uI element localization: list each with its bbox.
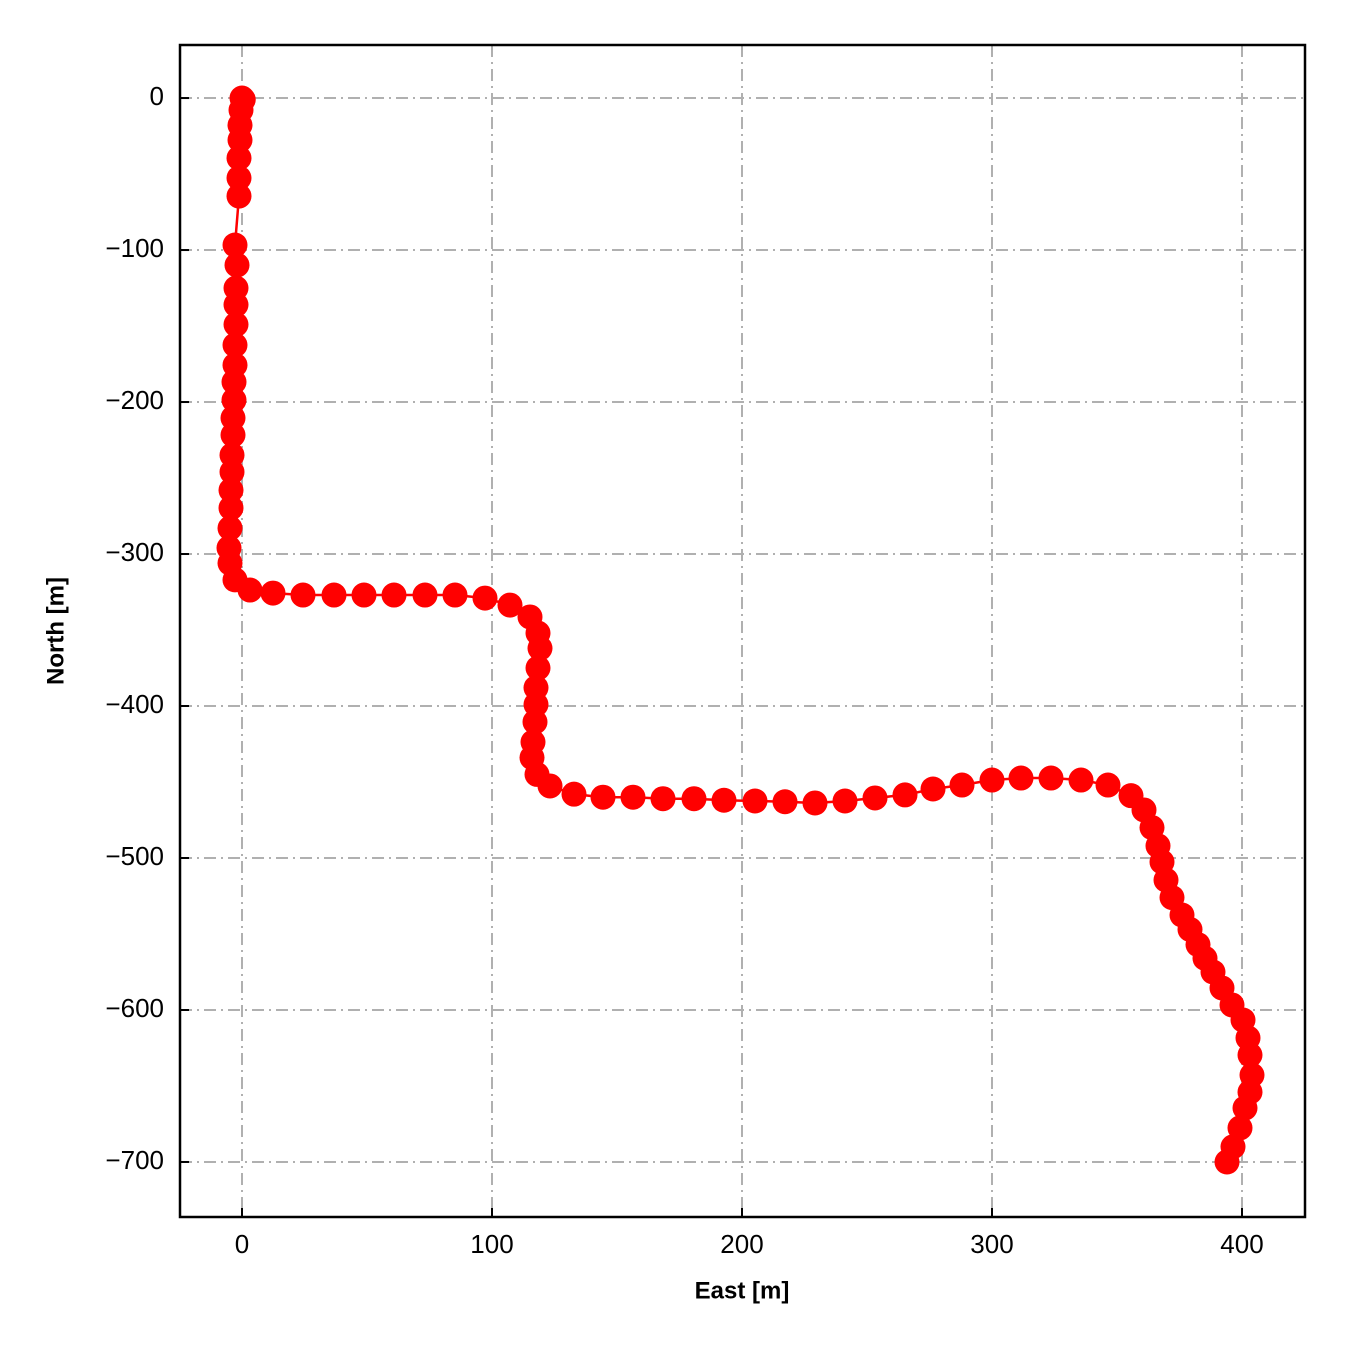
y-tick-label: −300 [105, 537, 164, 567]
track-point [525, 655, 551, 681]
y-tick-label: −500 [105, 841, 164, 871]
track-point [772, 789, 798, 815]
track-point [1227, 1115, 1253, 1141]
y-tick-label: 0 [150, 81, 164, 111]
track-point [1232, 1095, 1258, 1121]
x-axis-label: East [m] [695, 1277, 790, 1304]
track-point [920, 776, 946, 802]
track-point [1214, 1149, 1240, 1175]
track-point [802, 790, 828, 816]
track-point [226, 145, 252, 171]
track-point [221, 369, 247, 395]
track-point [226, 183, 252, 209]
track-point [1095, 772, 1121, 798]
track-point [223, 292, 249, 318]
track-point [892, 782, 918, 808]
y-tick-label: −700 [105, 1145, 164, 1175]
track-point [1038, 765, 1064, 791]
y-tick-label: −600 [105, 993, 164, 1023]
track-point [351, 582, 377, 608]
track-point [681, 786, 707, 812]
x-tick-label: 200 [720, 1229, 763, 1259]
x-tick-label: 400 [1220, 1229, 1263, 1259]
track-point [527, 635, 553, 661]
track-point [222, 332, 248, 358]
track-point [561, 781, 587, 807]
track-point [217, 515, 243, 541]
x-tick-label: 0 [235, 1229, 249, 1259]
track-point [219, 459, 245, 485]
track-point [711, 787, 737, 813]
track-point [620, 784, 646, 810]
track-point [223, 312, 249, 338]
track-point [650, 786, 676, 812]
track-point [442, 582, 468, 608]
plot-frame [178, 43, 1307, 1219]
track-point [949, 772, 975, 798]
track-point [220, 422, 246, 448]
x-tick-label: 300 [970, 1229, 1013, 1259]
track-point [590, 784, 616, 810]
track-point [1008, 765, 1034, 791]
y-tick-label: −100 [105, 233, 164, 263]
track-point [218, 477, 244, 503]
track-point [321, 582, 347, 608]
track-point [537, 773, 563, 799]
x-tick-label: 100 [470, 1229, 513, 1259]
y-tick-label: −400 [105, 689, 164, 719]
track-point [290, 582, 316, 608]
track-point [221, 387, 247, 413]
track-point [862, 785, 888, 811]
track-point [979, 767, 1005, 793]
track-point [832, 788, 858, 814]
track-point [218, 495, 244, 521]
track-point [522, 709, 548, 735]
track-point [226, 165, 252, 191]
track-point [412, 582, 438, 608]
track-point [472, 585, 498, 611]
track-point [237, 577, 263, 603]
track-point [1068, 767, 1094, 793]
y-tick-label: −200 [105, 385, 164, 415]
track-point [742, 788, 768, 814]
track-point [497, 592, 523, 618]
y-axis-label: North [m] [42, 577, 69, 685]
track-point [381, 582, 407, 608]
track-point [224, 252, 250, 278]
track-point [227, 127, 253, 153]
track-point [1237, 1042, 1263, 1068]
track-point [260, 580, 286, 606]
track-point [222, 232, 248, 258]
